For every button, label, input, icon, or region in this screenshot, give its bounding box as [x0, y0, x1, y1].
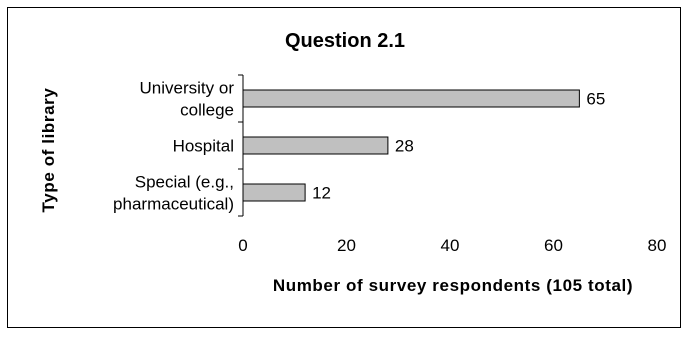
- y-axis-title: Type of library: [39, 88, 58, 213]
- category-label-line: Hospital: [173, 137, 234, 156]
- x-tick-label-0: 0: [238, 236, 247, 255]
- chart-border: [7, 7, 681, 328]
- category-label-line: Special (e.g.,: [135, 173, 234, 192]
- bar-1: [242, 89, 580, 108]
- plot-area: 65 University or college 28 Hospital 12 Specia…: [113, 74, 667, 255]
- data-label-2: 28: [395, 137, 414, 156]
- category-label-line: college: [180, 101, 234, 120]
- chart-title: Question 2.1: [285, 30, 405, 52]
- data-label-3: 12: [312, 184, 331, 203]
- x-axis-title: Number of survey respondents (105 total): [273, 276, 633, 295]
- x-tick-label-40: 40: [441, 236, 460, 255]
- x-tick-label-80: 80: [648, 236, 667, 255]
- bar-2: [242, 136, 389, 155]
- x-tick-label-20: 20: [337, 236, 356, 255]
- x-tick-label-60: 60: [544, 236, 563, 255]
- category-label-line: University or: [140, 79, 235, 98]
- category-label-1: University or college: [140, 79, 235, 120]
- bar-3: [242, 183, 306, 202]
- category-label-3: Special (e.g., pharmaceutical): [113, 173, 234, 214]
- category-label-2: Hospital: [173, 137, 234, 156]
- category-label-line: pharmaceutical): [113, 195, 234, 214]
- data-label-1: 65: [586, 90, 605, 109]
